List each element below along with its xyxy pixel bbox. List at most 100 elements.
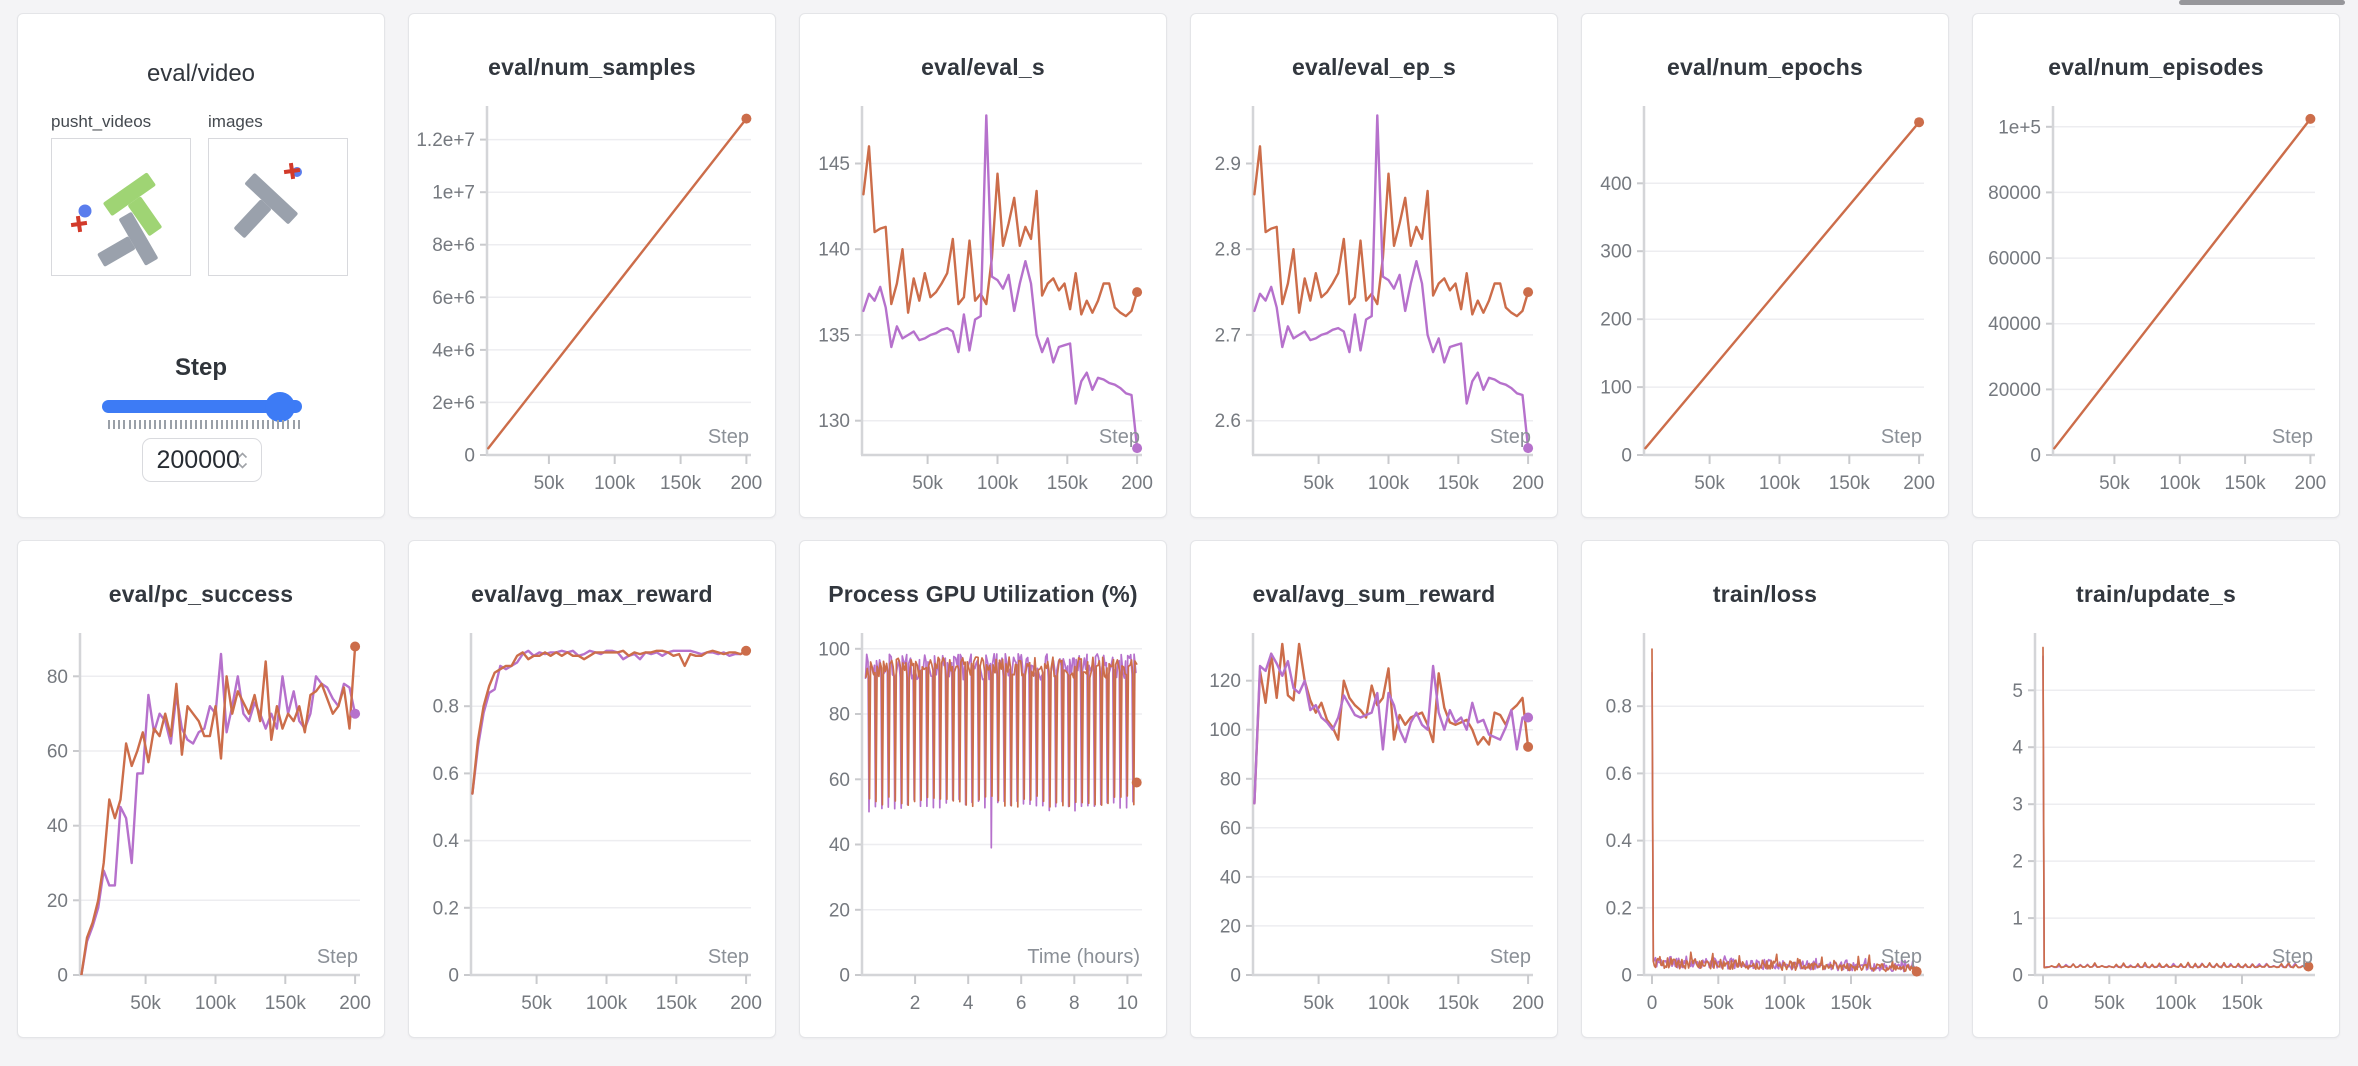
svg-text:50k: 50k bbox=[1694, 473, 1725, 494]
svg-text:140: 140 bbox=[818, 240, 850, 261]
svg-text:150k: 150k bbox=[660, 473, 702, 494]
svg-text:4e+6: 4e+6 bbox=[432, 340, 475, 361]
chart-title: eval/num_epochs bbox=[1666, 54, 1864, 80]
chart-panel-eval-ep-s: eval/eval_ep_s 2.6 2.7 2.8 2.9 50k 100k 150k 20… bbox=[1190, 13, 1558, 518]
chart-canvas[interactable]: 0 20 40 60 80 50k 100k 150k 200 Step bbox=[24, 625, 378, 1033]
svg-text:20000: 20000 bbox=[1988, 380, 2041, 401]
chart-panel-avg-sum-reward: eval/avg_sum_reward 0 20 40 60 80 100 120 50k 10… bbox=[1190, 540, 1558, 1038]
chart-canvas[interactable]: 0 100 200 300 400 50k 100k 150k 200 Step bbox=[1588, 98, 1942, 513]
svg-text:Step: Step bbox=[708, 426, 749, 448]
svg-text:150k: 150k bbox=[1830, 993, 1872, 1014]
horizontal-scrollbar-thumb[interactable] bbox=[2179, 0, 2345, 5]
svg-text:1e+7: 1e+7 bbox=[432, 183, 475, 204]
chart-canvas[interactable]: 0 0.2 0.4 0.6 0.8 50k 100k 150k 200 Step bbox=[415, 625, 769, 1033]
svg-text:100k: 100k bbox=[1368, 473, 1410, 494]
chart-title: eval/avg_max_reward bbox=[471, 581, 713, 607]
chart-panel-gpu-utilization: Process GPU Utilization (%) 0 20 40 60 80 100… bbox=[799, 540, 1167, 1038]
svg-text:50k: 50k bbox=[2094, 993, 2125, 1014]
svg-text:200: 200 bbox=[1600, 310, 1632, 331]
svg-text:Step: Step bbox=[2272, 426, 2313, 448]
svg-text:80000: 80000 bbox=[1988, 183, 2041, 204]
svg-text:100: 100 bbox=[1209, 720, 1241, 741]
chart-title: eval/eval_ep_s bbox=[1292, 54, 1456, 80]
svg-text:50k: 50k bbox=[912, 473, 943, 494]
svg-text:60000: 60000 bbox=[1988, 249, 2041, 270]
svg-text:0.8: 0.8 bbox=[1606, 697, 1632, 718]
svg-text:200: 200 bbox=[2295, 473, 2327, 494]
svg-text:0: 0 bbox=[839, 966, 850, 987]
svg-text:1e+5: 1e+5 bbox=[1998, 117, 2041, 138]
svg-text:50k: 50k bbox=[1303, 473, 1334, 494]
chart-title: eval/num_episodes bbox=[2048, 54, 2264, 80]
chart-canvas[interactable]: 2.6 2.7 2.8 2.9 50k 100k 150k 200 Step bbox=[1197, 98, 1551, 513]
svg-text:150k: 150k bbox=[1438, 473, 1480, 494]
green-t-shape bbox=[103, 172, 162, 236]
svg-text:0.2: 0.2 bbox=[1606, 898, 1632, 919]
chart-canvas[interactable]: 0 20 40 60 80 100 120 50k 100k 150k 200 Step bbox=[1197, 625, 1551, 1033]
svg-text:100k: 100k bbox=[1759, 473, 1801, 494]
agent-dot-icon bbox=[78, 204, 92, 218]
chart-canvas[interactable]: 0 20000 40000 60000 80000 1e+5 50k 100k 150k 200 S… bbox=[1979, 98, 2333, 513]
svg-text:150k: 150k bbox=[1047, 473, 1089, 494]
svg-text:2.9: 2.9 bbox=[1215, 154, 1241, 175]
chart-canvas[interactable]: 0 2e+6 4e+6 6e+6 8e+6 1e+7 1.2e+7 50k 100k 150k 20… bbox=[415, 98, 769, 513]
svg-text:4: 4 bbox=[963, 993, 974, 1014]
chart-title: train/update_s bbox=[2075, 581, 2236, 607]
svg-text:5: 5 bbox=[2012, 681, 2023, 702]
svg-text:80: 80 bbox=[47, 667, 68, 688]
svg-text:2.6: 2.6 bbox=[1215, 411, 1241, 432]
svg-text:2e+6: 2e+6 bbox=[432, 393, 475, 414]
svg-text:50k: 50k bbox=[2099, 473, 2130, 494]
svg-text:200: 200 bbox=[1512, 473, 1544, 494]
svg-text:Step: Step bbox=[1099, 426, 1140, 448]
svg-text:100k: 100k bbox=[977, 473, 1019, 494]
svg-text:100k: 100k bbox=[195, 993, 237, 1014]
chart-canvas[interactable]: 130 135 140 145 50k 100k 150k 200 Step bbox=[806, 98, 1160, 513]
svg-text:80: 80 bbox=[1220, 769, 1241, 790]
chart-panel-train-update-s: train/update_s 0 1 2 3 4 5 0 50k 100k 150k Step bbox=[1972, 540, 2340, 1038]
svg-text:100k: 100k bbox=[586, 993, 628, 1014]
svg-text:Step: Step bbox=[1881, 426, 1922, 448]
step-input-box bbox=[142, 438, 262, 482]
svg-text:Step: Step bbox=[708, 946, 749, 968]
target-cross-icon bbox=[70, 215, 88, 233]
svg-text:100k: 100k bbox=[594, 473, 636, 494]
chart-canvas[interactable]: 0 1 2 3 4 5 0 50k 100k 150k Step bbox=[1979, 625, 2333, 1033]
svg-text:150k: 150k bbox=[1438, 993, 1480, 1014]
spinner-up-icon[interactable] bbox=[237, 451, 248, 459]
svg-text:6e+6: 6e+6 bbox=[432, 288, 475, 309]
step-input[interactable] bbox=[156, 445, 239, 475]
svg-text:Step: Step bbox=[2272, 946, 2313, 968]
svg-text:100: 100 bbox=[1600, 378, 1632, 399]
step-slider-track[interactable] bbox=[102, 400, 302, 413]
chart-title: eval/pc_success bbox=[108, 581, 294, 607]
svg-text:0.4: 0.4 bbox=[1606, 831, 1633, 852]
video-thumbnail-images[interactable] bbox=[208, 138, 348, 276]
svg-text:130: 130 bbox=[818, 411, 850, 432]
media-caption-images: images bbox=[208, 112, 263, 131]
target-cross-icon bbox=[283, 162, 301, 180]
svg-text:150k: 150k bbox=[2221, 993, 2263, 1014]
svg-text:40: 40 bbox=[47, 816, 68, 837]
chart-canvas[interactable]: 0 0.2 0.4 0.6 0.8 0 50k 100k 150k Step bbox=[1588, 625, 1942, 1033]
svg-text:200: 200 bbox=[731, 473, 763, 494]
step-slider-thumb[interactable] bbox=[265, 392, 295, 422]
svg-text:80: 80 bbox=[829, 705, 850, 726]
chart-panel-num-samples: eval/num_samples 0 2e+6 4e+6 6e+6 8e+6 1e+7 1.… bbox=[408, 13, 776, 518]
spinner-down-icon[interactable] bbox=[237, 462, 248, 469]
svg-text:0: 0 bbox=[448, 966, 459, 987]
video-thumbnail-pusht[interactable] bbox=[51, 138, 191, 276]
svg-text:0.4: 0.4 bbox=[433, 831, 460, 852]
step-slider-label: Step bbox=[174, 354, 227, 381]
svg-text:0: 0 bbox=[1621, 966, 1632, 987]
chart-canvas[interactable]: 0 20 40 60 80 100 2 4 6 8 10 Time (hours) bbox=[806, 625, 1160, 1033]
chart-panel-avg-max-reward: eval/avg_max_reward 0 0.2 0.4 0.6 0.8 50k 100k… bbox=[408, 540, 776, 1038]
svg-text:1: 1 bbox=[2012, 909, 2023, 930]
svg-text:0: 0 bbox=[2012, 966, 2023, 987]
svg-text:2: 2 bbox=[910, 993, 921, 1014]
panel-eval-video: eval/video pusht_videos images bbox=[17, 13, 385, 518]
svg-text:60: 60 bbox=[829, 770, 850, 791]
chart-panel-train-loss: train/loss 0 0.2 0.4 0.6 0.8 0 50k 100k 150k Step bbox=[1581, 540, 1949, 1038]
svg-text:0.6: 0.6 bbox=[433, 764, 459, 785]
step-slider-ticks bbox=[108, 420, 300, 429]
